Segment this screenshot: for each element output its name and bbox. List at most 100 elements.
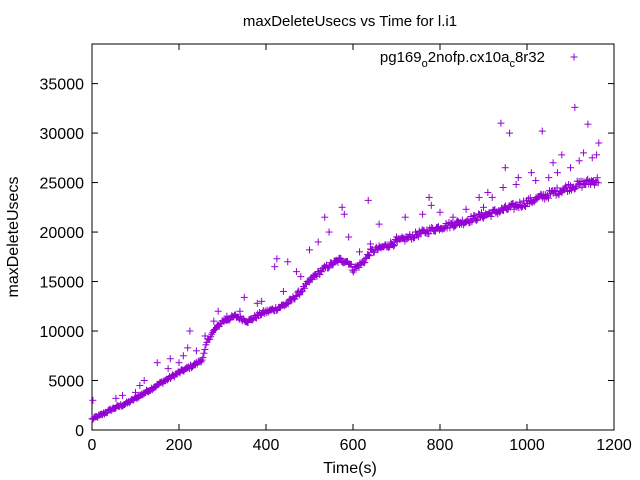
data-point bbox=[210, 317, 218, 325]
data-point bbox=[385, 244, 393, 252]
data-point bbox=[473, 216, 481, 224]
data-point bbox=[325, 263, 333, 271]
data-point bbox=[594, 179, 602, 187]
data-point bbox=[258, 297, 266, 305]
data-point bbox=[475, 193, 483, 201]
data-point bbox=[593, 174, 601, 182]
data-point bbox=[401, 213, 409, 221]
data-point bbox=[451, 222, 459, 230]
data-point bbox=[436, 208, 444, 216]
data-point bbox=[514, 174, 522, 182]
data-point bbox=[184, 344, 192, 352]
x-tick-label: 200 bbox=[166, 437, 193, 454]
data-point bbox=[454, 217, 462, 225]
x-tick-label: 400 bbox=[253, 437, 280, 454]
data-point bbox=[480, 203, 487, 211]
y-axis-title: maxDeleteUsecs bbox=[5, 177, 22, 298]
data-point bbox=[558, 151, 566, 159]
data-point bbox=[273, 255, 281, 263]
data-point bbox=[497, 119, 505, 127]
data-point bbox=[512, 181, 520, 189]
data-point bbox=[432, 227, 440, 235]
y-tick-label: 5000 bbox=[48, 374, 84, 391]
data-point bbox=[595, 139, 603, 147]
data-point bbox=[253, 299, 261, 307]
data-point bbox=[324, 264, 332, 272]
data-point bbox=[446, 224, 454, 232]
data-point bbox=[452, 222, 460, 230]
plot-frame bbox=[91, 43, 615, 431]
data-point bbox=[236, 307, 244, 315]
data-point bbox=[89, 396, 97, 404]
data-point bbox=[571, 184, 579, 192]
data-point bbox=[284, 300, 292, 308]
data-point bbox=[297, 273, 305, 281]
legend: pg169o2nofp.cx10ac8r32 bbox=[380, 49, 578, 70]
data-point bbox=[201, 332, 209, 340]
x-tick-label: 600 bbox=[340, 437, 367, 454]
y-tick-label: 15000 bbox=[40, 275, 85, 292]
data-point bbox=[468, 218, 476, 226]
data-point bbox=[538, 127, 546, 135]
data-point bbox=[462, 205, 470, 213]
data-point bbox=[419, 210, 427, 218]
data-point bbox=[530, 198, 538, 206]
data-point bbox=[584, 120, 592, 128]
y-axis: 0 5000 10000 15000 20000 25000 30000 35000 bbox=[40, 77, 614, 440]
y-tick-label: 20000 bbox=[40, 225, 85, 242]
data-point bbox=[164, 365, 172, 373]
data-point bbox=[545, 174, 553, 182]
data-point bbox=[393, 233, 400, 241]
data-point bbox=[321, 213, 329, 221]
data-point bbox=[506, 203, 514, 211]
data-point bbox=[308, 276, 316, 284]
y-tick-label: 35000 bbox=[40, 77, 85, 94]
data-points bbox=[88, 103, 603, 423]
data-point bbox=[293, 292, 301, 300]
data-point bbox=[366, 252, 374, 260]
data-point bbox=[166, 355, 174, 363]
data-point bbox=[340, 210, 348, 218]
data-point bbox=[279, 287, 287, 295]
data-point bbox=[132, 388, 139, 396]
data-point bbox=[484, 188, 492, 196]
data-point bbox=[499, 184, 507, 192]
data-point bbox=[318, 268, 326, 276]
data-point bbox=[567, 164, 574, 172]
data-point bbox=[448, 219, 456, 227]
data-point bbox=[223, 312, 231, 320]
data-point bbox=[516, 198, 524, 206]
data-point bbox=[575, 157, 583, 165]
data-point bbox=[271, 263, 279, 271]
data-point bbox=[300, 284, 308, 292]
data-point bbox=[375, 220, 383, 228]
data-point bbox=[553, 184, 561, 192]
data-point bbox=[477, 209, 485, 217]
data-point bbox=[337, 255, 345, 263]
data-point bbox=[325, 228, 333, 236]
data-point bbox=[553, 169, 561, 177]
data-point bbox=[153, 359, 161, 367]
data-point bbox=[527, 169, 535, 177]
data-point bbox=[470, 211, 478, 219]
x-tick-label: 1000 bbox=[509, 437, 545, 454]
data-point bbox=[356, 248, 364, 256]
data-point bbox=[347, 260, 355, 268]
x-axis-title: Time(s) bbox=[323, 460, 377, 477]
data-point bbox=[118, 391, 126, 399]
data-point bbox=[518, 203, 526, 211]
legend-label-subscript: c bbox=[509, 58, 515, 70]
data-point bbox=[389, 242, 397, 250]
data-point bbox=[140, 377, 148, 385]
data-point bbox=[200, 349, 208, 357]
data-point bbox=[549, 159, 557, 167]
data-point bbox=[487, 212, 495, 220]
data-point bbox=[365, 251, 373, 259]
legend-label: pg169o2nofp.cx10ac8r32 bbox=[380, 49, 545, 70]
y-tick-label: 0 bbox=[75, 423, 84, 440]
data-point bbox=[427, 201, 435, 209]
data-point bbox=[284, 258, 292, 266]
legend-label-part: pg169 bbox=[380, 49, 422, 66]
data-point bbox=[292, 292, 300, 300]
